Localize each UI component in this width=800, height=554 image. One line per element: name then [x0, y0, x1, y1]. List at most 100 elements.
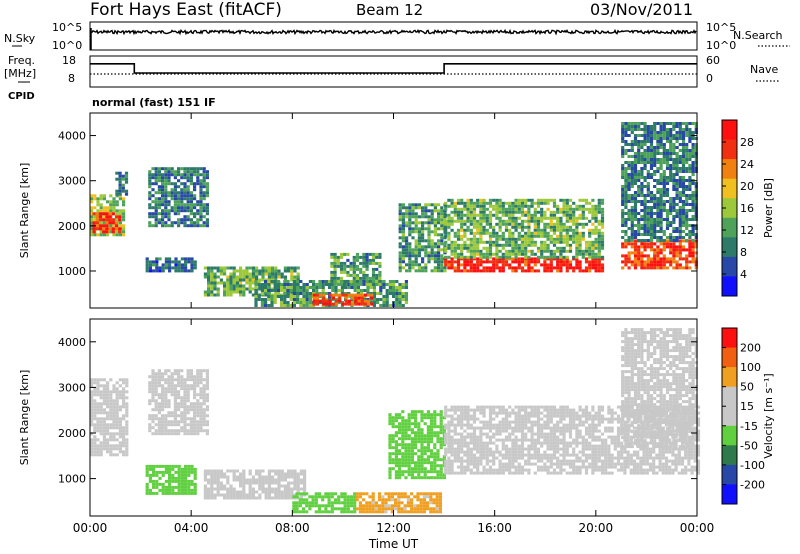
velocity-cell	[164, 390, 168, 394]
velocity-cell	[93, 414, 97, 418]
power-cell	[488, 222, 493, 226]
power-cell	[261, 278, 265, 282]
power-cell	[385, 301, 389, 304]
power-ytick-label: 3000	[58, 175, 86, 188]
velocity-cell	[189, 402, 193, 406]
power-cell	[665, 122, 670, 125]
velocity-cell	[96, 426, 100, 430]
power-cell	[633, 206, 638, 209]
power-cell	[453, 252, 457, 256]
power-cell	[653, 122, 657, 125]
power-cell	[90, 194, 94, 198]
velocity-cell	[186, 390, 190, 394]
power-cell	[331, 296, 335, 300]
velocity-cell	[219, 475, 223, 479]
power-cell	[148, 266, 152, 270]
power-cell	[411, 236, 415, 240]
velocity-cell	[248, 490, 252, 494]
power-cell	[514, 249, 518, 253]
power-cell	[630, 125, 634, 128]
power-cell	[643, 206, 647, 209]
power-cell	[678, 158, 682, 161]
power-cell	[408, 251, 412, 255]
power-cell	[637, 257, 641, 261]
velocity-cell	[387, 498, 391, 502]
power-cell	[694, 257, 698, 261]
velocity-cell	[407, 461, 411, 465]
velocity-cell	[115, 387, 119, 391]
power-cell	[440, 239, 444, 243]
power-cell	[681, 230, 686, 233]
power-cell	[633, 200, 638, 203]
velocity-cell	[118, 423, 122, 427]
velocity-cell	[183, 408, 187, 412]
power-cell	[463, 266, 467, 270]
velocity-cell	[283, 484, 287, 488]
power-cell	[343, 264, 347, 268]
velocity-cell	[292, 495, 296, 499]
power-cell	[177, 266, 181, 270]
power-cell	[296, 286, 300, 289]
power-cell	[271, 266, 275, 270]
power-cell	[164, 215, 168, 219]
power-cell	[630, 167, 634, 170]
power-cell	[283, 280, 287, 283]
power-cell	[665, 257, 670, 261]
power-cell	[245, 272, 249, 276]
power-cell	[653, 224, 657, 227]
velocity-cell	[122, 429, 126, 433]
velocity-cell	[118, 441, 122, 445]
power-cell	[624, 191, 628, 194]
power-cell	[187, 257, 191, 261]
power-cell	[96, 233, 100, 237]
power-cell	[517, 252, 521, 256]
power-cell	[559, 225, 563, 229]
power-cell	[109, 203, 113, 207]
power-cell	[122, 203, 126, 207]
velocity-cell	[400, 501, 404, 505]
velocity-cell	[430, 476, 434, 480]
velocity-cell	[115, 399, 119, 403]
velocity-cell	[183, 426, 187, 430]
velocity-cell	[151, 396, 155, 400]
velocity-cell	[102, 435, 106, 439]
power-cell	[152, 260, 156, 264]
power-cell	[472, 201, 477, 205]
power-cell	[624, 206, 628, 209]
power-cell	[549, 252, 553, 256]
power-ylabel: Slant Range [km]	[18, 163, 31, 259]
power-cell	[653, 236, 657, 239]
velocity-cell	[438, 498, 442, 502]
power-cell	[482, 240, 486, 244]
power-cell	[656, 254, 660, 258]
velocity-cell	[398, 416, 402, 420]
power-cell	[118, 197, 122, 201]
power-cell	[177, 179, 181, 183]
power-cell	[678, 122, 682, 125]
power-cell	[630, 176, 634, 179]
power-cell	[362, 255, 366, 259]
power-cell	[498, 201, 502, 205]
power-cell	[527, 213, 531, 217]
power-cell	[691, 203, 695, 206]
power-cell	[349, 264, 353, 268]
power-cell	[694, 158, 698, 161]
velocity-cell	[353, 507, 357, 511]
velocity-cell	[148, 473, 152, 477]
velocity-cell	[258, 478, 262, 482]
power-cell	[277, 272, 281, 276]
power-cell	[180, 188, 184, 192]
power-cell	[433, 254, 437, 258]
velocity-cell	[196, 429, 200, 433]
velocity-cell	[170, 390, 174, 394]
power-cell	[565, 201, 569, 205]
power-cell	[665, 260, 670, 264]
power-cell	[456, 216, 461, 220]
power-cell	[649, 215, 654, 218]
velocity-cell	[196, 378, 200, 382]
power-cell	[669, 140, 673, 143]
power-cell	[675, 173, 679, 176]
velocity-cell	[99, 441, 103, 445]
velocity-cell	[125, 453, 129, 457]
power-cell	[685, 257, 689, 261]
